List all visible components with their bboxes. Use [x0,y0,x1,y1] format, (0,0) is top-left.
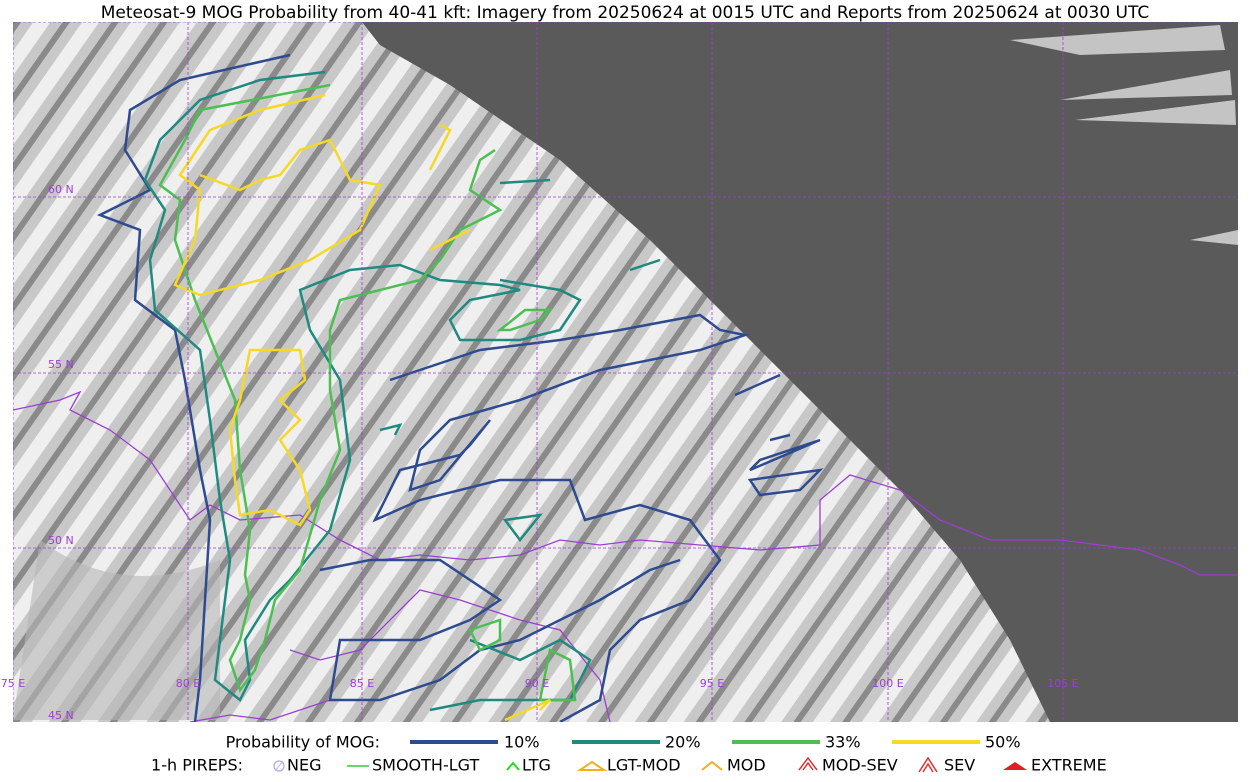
lon-label: 105 E [1047,677,1078,690]
lon-label: 90 E [525,677,549,690]
title: Meteosat-9 MOG Probability from 40-41 kf… [101,3,1150,23]
legend-label: SMOOTH-LGT [372,756,479,775]
lat-label: 50 N [48,534,74,547]
map [13,22,1238,722]
lat-label: 60 N [48,183,74,196]
lon-label: 80 E [176,677,200,690]
legend-title: Probability of MOG: [226,733,380,752]
lon-label: 95 E [700,677,724,690]
legend-label: 33% [825,733,861,752]
legend-label: 50% [985,733,1021,752]
lon-label: 100 E [872,677,903,690]
grid [13,22,1238,722]
legend-label: 10% [504,733,540,752]
contours [96,53,824,722]
lon-label: 75 E [1,677,25,690]
legend-label: SEV [944,756,975,775]
lon-labels: 75 E 80 E 85 E 90 E 95 E 100 E 105 E [1,677,1079,690]
legend-label: NEG [287,756,321,775]
legend-label: MOD-SEV [822,756,898,775]
legend-label: LTG [522,756,551,775]
lat-label: 55 N [48,358,74,371]
legend-label: 20% [665,733,701,752]
legend-label: MOD [727,756,766,775]
lat-labels: 60 N 55 N 50 N 45 N [48,183,74,722]
lon-label: 85 E [350,677,374,690]
legend-title: 1-h PIREPS: [151,756,243,775]
lat-label: 45 N [48,709,74,722]
legend-label: LGT-MOD [607,756,681,775]
boundaries [13,390,1238,722]
legend-probability: Probability of MOG: 10% 20% 33% 50% [226,733,1021,752]
legend-pireps: 1-h PIREPS: NEG SMOOTH-LGT LTG LGT-MOD M… [151,756,1107,775]
legend-label: EXTREME [1031,756,1107,775]
